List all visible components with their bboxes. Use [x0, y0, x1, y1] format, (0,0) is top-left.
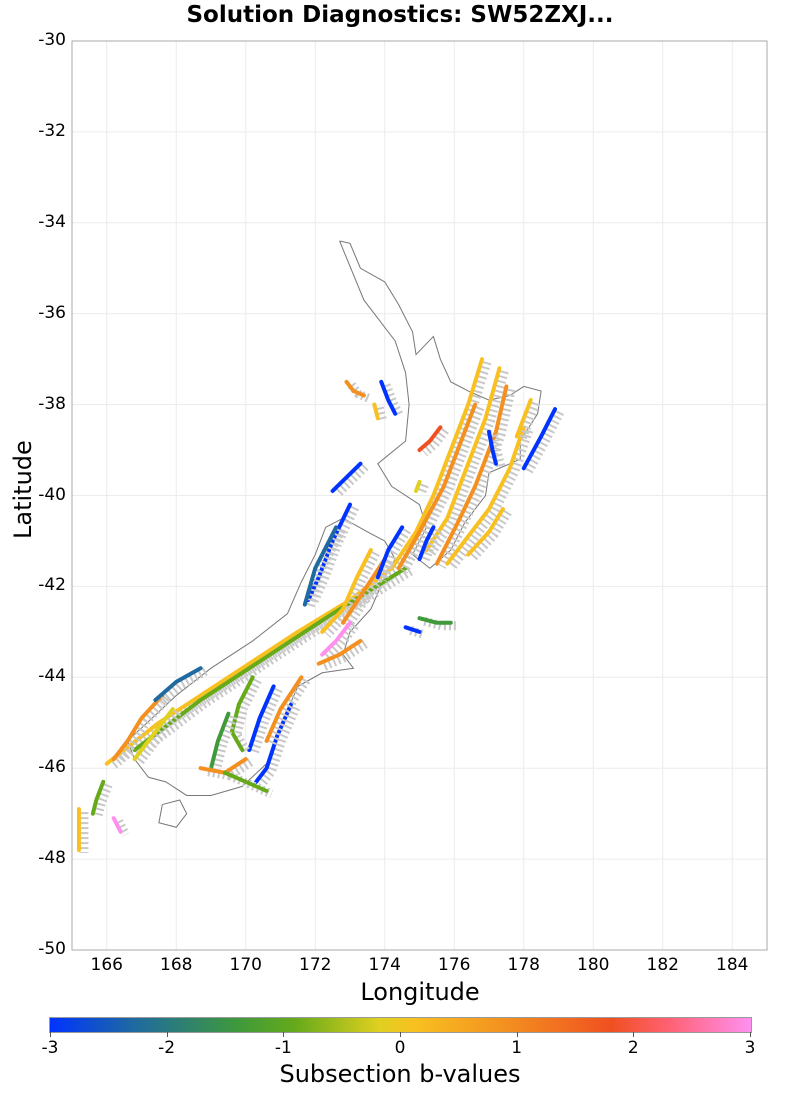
x-tick-label: 184	[716, 955, 749, 975]
y-tick-label: -40	[38, 484, 66, 505]
colorbar-tick-label: 0	[394, 1038, 406, 1058]
y-tick-label: -30	[38, 30, 66, 50]
colorbar-tick-label: -3	[41, 1038, 59, 1058]
x-tick-label: 174	[368, 955, 401, 975]
x-tick-label: 170	[229, 955, 262, 975]
colorbar-tick-label: -2	[158, 1038, 176, 1058]
y-tick-label: -48	[38, 848, 66, 869]
colorbar-tick-mark	[50, 1032, 51, 1037]
y-tick-label: -42	[38, 575, 66, 596]
colorbar-tick-label: 2	[627, 1038, 639, 1058]
x-tick-label: 178	[507, 955, 540, 975]
colorbar-tick-mark	[166, 1032, 168, 1037]
x-axis-label: Longitude	[360, 978, 480, 1006]
x-tick-label: 166	[90, 955, 123, 975]
colorbar-tick-label: 3	[744, 1038, 756, 1058]
y-tick-label: -46	[38, 757, 66, 778]
x-tick-label: 168	[160, 955, 193, 975]
x-tick-label: 172	[299, 955, 332, 975]
colorbar	[49, 1017, 752, 1033]
y-tick-label: -34	[38, 211, 66, 232]
x-tick-label: 180	[577, 955, 610, 975]
x-tick-label: 182	[646, 955, 679, 975]
colorbar-tick-mark	[516, 1032, 518, 1037]
colorbar-tick-mark	[750, 1032, 751, 1037]
colorbar-label: Subsection b-values	[279, 1060, 521, 1088]
x-tick-label: 176	[438, 955, 471, 975]
y-tick-label: -32	[38, 120, 66, 141]
plot-frame	[71, 40, 768, 951]
fault-traces	[76, 357, 565, 854]
y-tick-label: -36	[38, 302, 66, 323]
colorbar-tick-mark	[400, 1032, 401, 1037]
y-tick-label: -38	[38, 393, 66, 414]
colorbar-tick-label: -1	[274, 1038, 292, 1058]
colorbar-tick-mark	[283, 1032, 285, 1037]
y-tick-label: -50	[38, 939, 66, 959]
y-axis-label: Latitude	[9, 440, 37, 539]
y-tick-label: -44	[38, 666, 66, 687]
colorbar-tick-label: 1	[511, 1038, 523, 1058]
colorbar-tick-mark	[633, 1032, 635, 1037]
gridlines	[72, 40, 767, 951]
chart-title: Solution Diagnostics: SW52ZXJ...	[186, 2, 614, 28]
